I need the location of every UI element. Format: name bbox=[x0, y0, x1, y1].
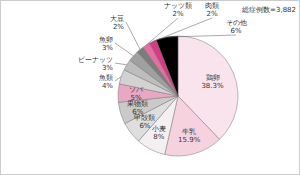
leader-line bbox=[146, 18, 178, 45]
slice-label: 牛乳 bbox=[182, 128, 196, 136]
slice-label: ソバ bbox=[129, 86, 144, 94]
slice-label: 鶏卵 bbox=[206, 74, 220, 82]
chart: 総症例数=3,882鶏卵38.3%牛乳15.9%小麦8%甲殻類6%果物類6%ソバ… bbox=[0, 0, 300, 175]
value-label: 6% bbox=[132, 108, 143, 116]
leader-line bbox=[126, 22, 140, 49]
leader-line bbox=[167, 35, 236, 37]
leader-line bbox=[153, 18, 212, 42]
value-label: 2% bbox=[172, 10, 183, 18]
leader-line bbox=[115, 63, 127, 65]
slice-label: ピーナッツ bbox=[78, 56, 113, 64]
value-label: 3% bbox=[102, 44, 113, 52]
value-label: 38.3% bbox=[201, 82, 224, 90]
slice-label: ナッツ類 bbox=[164, 2, 192, 10]
slice-label: 肉類 bbox=[205, 2, 219, 10]
frame bbox=[1, 1, 300, 175]
leader-line bbox=[115, 43, 133, 56]
value-label: 8% bbox=[153, 133, 164, 141]
value-label: 2% bbox=[113, 23, 124, 31]
labels: 鶏卵38.3%牛乳15.9%小麦8%甲殻類6%果物類6%ソバ5%魚類4%ピーナッ… bbox=[78, 2, 247, 144]
slice-label: その他 bbox=[226, 19, 247, 27]
annotation: 総症例数=3,882 bbox=[241, 6, 296, 14]
slice-label: 魚卵 bbox=[99, 36, 113, 44]
value-label: 5% bbox=[130, 94, 141, 102]
slice-label: 魚類 bbox=[99, 74, 113, 82]
slice-label: 小麦 bbox=[152, 125, 166, 133]
value-label: 4% bbox=[102, 82, 113, 90]
slices bbox=[118, 36, 238, 156]
slice-label: 大豆 bbox=[110, 15, 124, 23]
value-label: 6% bbox=[139, 122, 150, 130]
value-label: 2% bbox=[206, 10, 217, 18]
pie-slice bbox=[156, 36, 178, 96]
value-label: 6% bbox=[230, 27, 241, 35]
leader-line bbox=[115, 77, 121, 81]
value-label: 15.9% bbox=[178, 136, 201, 144]
pie-slice bbox=[118, 96, 178, 124]
value-label: 3% bbox=[102, 64, 113, 72]
